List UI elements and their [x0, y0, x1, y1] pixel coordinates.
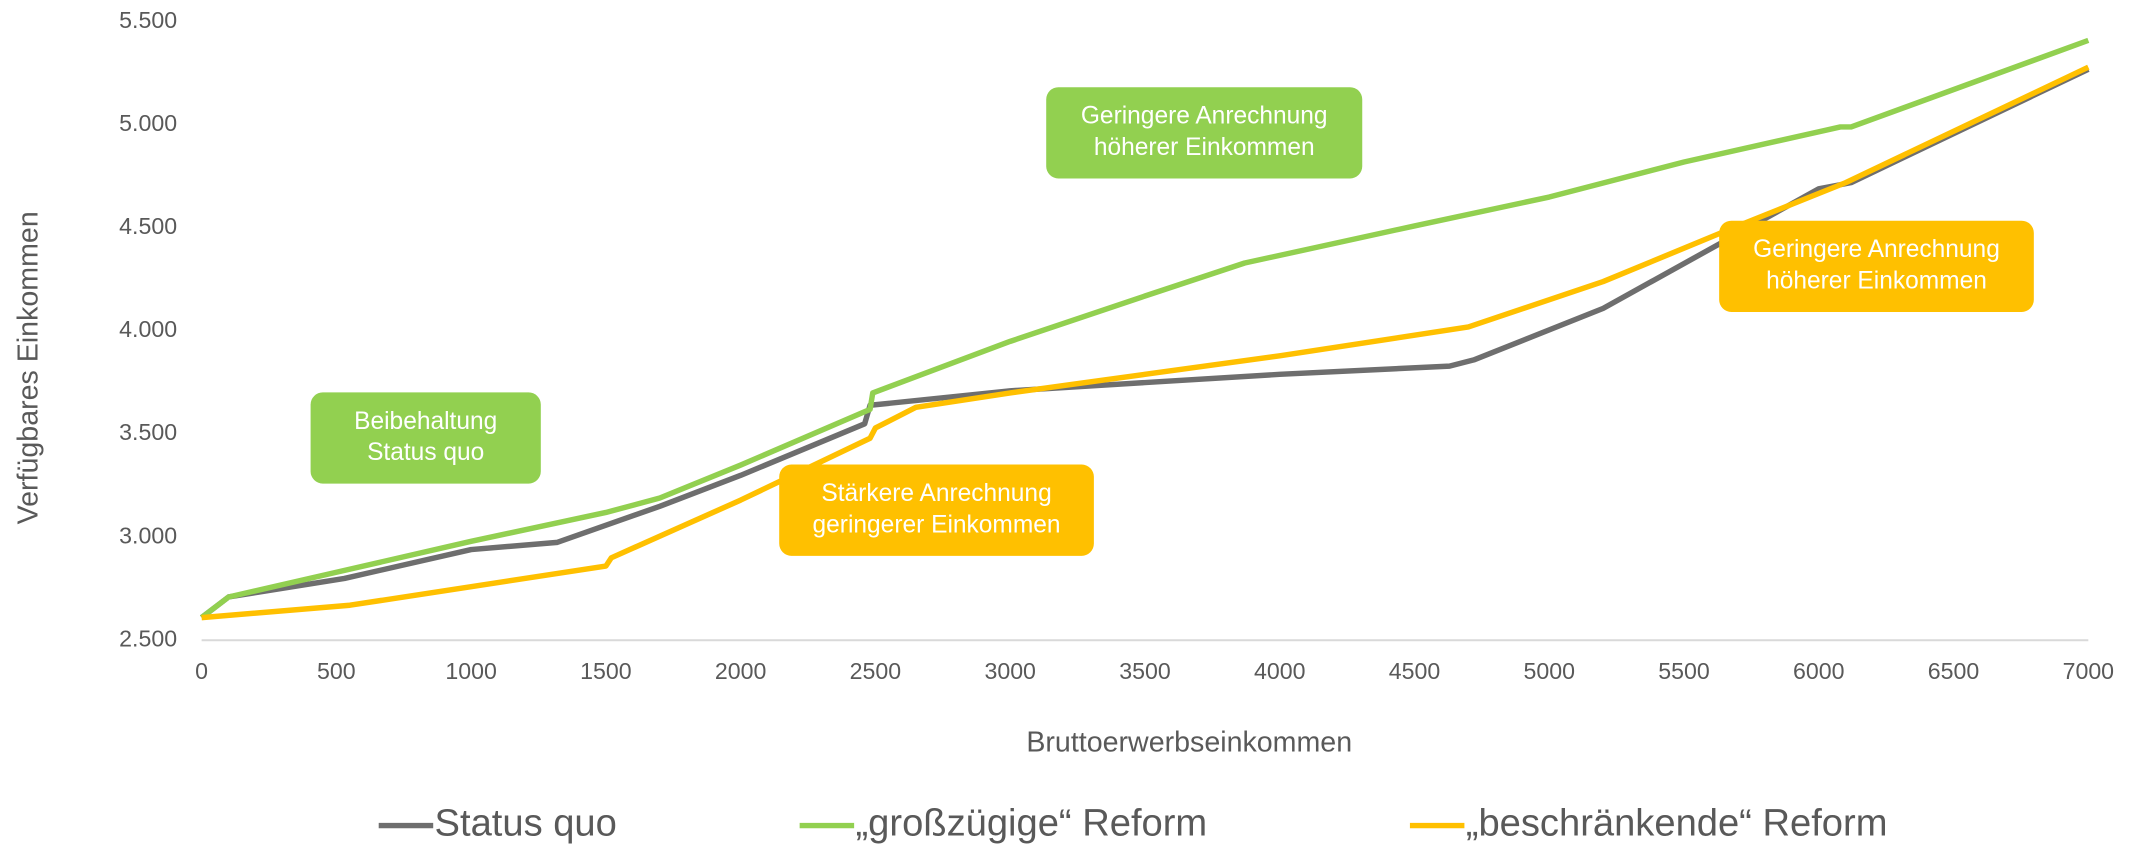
- x-tick-label: 2500: [850, 658, 901, 684]
- x-axis-label: Bruttoerwerbseinkommen: [1026, 726, 1352, 758]
- y-tick-label: 4.000: [119, 316, 177, 342]
- annotation-box: [310, 392, 541, 484]
- y-axis-label: Verfügbares Einkommen: [13, 211, 45, 524]
- y-tick-label: 5.000: [119, 110, 177, 136]
- y-tick-label: 2.500: [119, 625, 177, 651]
- annotation-text: höherer Einkommen: [1766, 267, 1987, 294]
- annotation-text: geringerer Einkommen: [813, 511, 1061, 538]
- annotation-text: Geringere Anrechnung: [1753, 236, 2000, 263]
- y-tick-label: 3.000: [119, 522, 177, 548]
- x-tick-label: 1500: [580, 658, 631, 684]
- x-tick-label: 3000: [984, 658, 1035, 684]
- annotation-text: Status quo: [367, 439, 484, 466]
- annotation-text: höherer Einkommen: [1094, 134, 1315, 161]
- annotation-box: [1046, 87, 1363, 179]
- x-tick-label: 7000: [2063, 658, 2114, 684]
- x-tick-label: 6000: [1793, 658, 1844, 684]
- x-tick-label: 0: [195, 658, 208, 684]
- y-tick-label: 4.500: [119, 213, 177, 239]
- x-tick-label: 5000: [1524, 658, 1575, 684]
- y-tick-label: 5.500: [119, 7, 177, 33]
- annotation-box: [779, 464, 1094, 556]
- x-tick-label: 3500: [1119, 658, 1170, 684]
- annotation-box: [1719, 220, 2034, 312]
- x-tick-label: 5500: [1658, 658, 1709, 684]
- x-tick-label: 500: [317, 658, 356, 684]
- legend-label: „großzügige“ Reform: [855, 802, 1207, 845]
- annotation-text: Geringere Anrechnung: [1081, 103, 1328, 130]
- series-line: [201, 64, 2090, 621]
- y-tick-label: 3.500: [119, 419, 177, 445]
- series-line: [199, 37, 2090, 620]
- annotation-text: Beibehaltung: [354, 408, 497, 435]
- x-tick-label: 4000: [1254, 658, 1305, 684]
- annotation-text: Stärkere Anrechnung: [821, 480, 1051, 507]
- x-tick-label: 4500: [1389, 658, 1440, 684]
- legend-label: „beschränkende“ Reform: [1466, 802, 1888, 845]
- legend-label: Status quo: [435, 802, 617, 845]
- x-tick-label: 1000: [445, 658, 496, 684]
- x-tick-label: 6500: [1928, 658, 1979, 684]
- x-tick-label: 2000: [715, 658, 766, 684]
